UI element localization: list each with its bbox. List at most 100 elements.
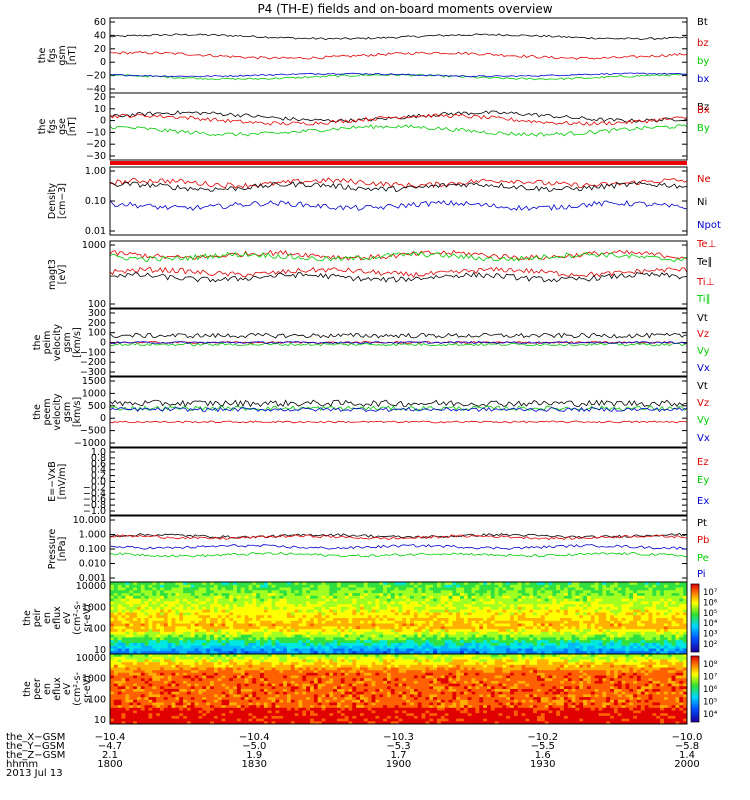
spectrogram-cell [302, 631, 307, 635]
spectrogram-cell [467, 645, 472, 649]
spectrogram-cell [210, 623, 215, 627]
spectrogram-cell [544, 642, 549, 647]
spectrogram-cell [467, 615, 472, 619]
spectrogram-cell [156, 637, 161, 641]
spectrogram-cell [306, 612, 311, 616]
spectrogram-cell [540, 598, 545, 602]
spectrogram-cell [121, 612, 126, 616]
spectrogram-cell [356, 606, 361, 611]
spectrogram-cell [294, 582, 299, 586]
legend-bz: bz [697, 38, 709, 49]
spectrogram-cell [463, 606, 469, 611]
spectrogram-cell [440, 582, 445, 586]
spectrogram-cell [433, 609, 438, 613]
spectrogram-cell [160, 587, 165, 591]
spectrogram-cell [421, 648, 426, 652]
spectrogram-cell [183, 675, 188, 679]
spectrogram-cell [179, 689, 184, 693]
spectrogram-cell [413, 651, 419, 655]
spectrogram-cell [167, 691, 172, 695]
spectrogram-cell [425, 612, 430, 616]
spectrogram-cell [390, 631, 395, 635]
spectrogram-cell [136, 590, 142, 594]
spectrogram-cell [671, 601, 676, 605]
spectrogram-cell [113, 662, 118, 666]
spectrogram-cell [498, 598, 503, 602]
spectrogram-cell [517, 590, 522, 594]
spectrogram-cell [456, 587, 461, 591]
spectrogram-cell [113, 699, 118, 703]
spectrogram-cell [617, 584, 622, 588]
spectrogram-cell [252, 623, 257, 627]
spectrogram-cell [348, 582, 353, 586]
spectrogram-cell [337, 615, 342, 619]
spectrogram-cell [679, 645, 684, 649]
spectrogram-cell [579, 615, 584, 619]
spectrogram-cell [186, 662, 192, 666]
spectrogram-cell [629, 615, 634, 619]
spectrogram-cell [210, 697, 215, 701]
spectrogram-cell [175, 645, 180, 649]
figure-title: P4 (TH-E) fields and on-board moments ov… [257, 2, 552, 16]
spectrogram-cell [121, 694, 126, 698]
spectrogram-cell [410, 637, 415, 641]
spectrogram-cell [260, 651, 265, 655]
spectrogram-cell [525, 620, 530, 624]
spectrogram-cell [490, 618, 495, 622]
spectrogram-cell [194, 680, 199, 684]
spectrogram-cell [175, 606, 180, 611]
spectrogram-cell [683, 584, 688, 588]
spectrogram-cell [675, 595, 680, 599]
spectrogram-cell [286, 637, 292, 641]
spectrogram-cell [610, 631, 615, 635]
spectrogram-cell [298, 637, 303, 641]
spectrogram-cell [390, 634, 395, 638]
spectrogram-cell [136, 593, 142, 597]
spectrogram-cell [210, 584, 215, 588]
spectrogram-cell [160, 710, 165, 714]
spectrogram-cell [156, 715, 161, 719]
spectrogram-cell [510, 618, 515, 622]
spectrogram-cell [598, 604, 603, 608]
spectrogram-cell [206, 631, 211, 635]
spectrogram-cell [594, 634, 599, 638]
spectrogram-cell [540, 606, 545, 611]
spectrogram-cell [186, 686, 192, 690]
spectrogram-cell [206, 615, 211, 619]
spectrogram-cell [390, 637, 395, 641]
spectrogram-cell [225, 609, 230, 613]
spectrogram-cell [194, 670, 199, 674]
spectrogram-cell [144, 615, 149, 619]
spectrogram-cell [617, 640, 622, 644]
spectrogram-cell [140, 637, 145, 641]
spectrogram-cell [556, 604, 561, 608]
spectrogram-cell [344, 634, 349, 638]
spectrogram-cell [163, 654, 169, 658]
spectrogram-cell [110, 686, 115, 690]
spectrogram-cell [152, 678, 157, 682]
spectrogram-cell [163, 683, 169, 687]
spectrogram-cell [317, 651, 322, 655]
spectrogram-cell [356, 595, 361, 599]
spectrogram-cell [117, 715, 122, 719]
spectrogram-cell [202, 612, 207, 616]
spectrogram-cell [271, 645, 276, 649]
spectrogram-cell [229, 590, 234, 594]
spectrogram-cell [590, 640, 595, 644]
spectrogram-cell [471, 598, 476, 602]
spectrogram-cell [186, 718, 192, 722]
spectrogram-cell [463, 618, 469, 622]
spectrogram-cell [540, 631, 545, 635]
spectrogram-cell [175, 612, 180, 616]
spectrogram-cell [186, 595, 192, 599]
spectrogram-cell [113, 710, 118, 714]
colorbar-tick-label: 10⁶ [703, 598, 718, 608]
spectrogram-cell [410, 629, 415, 633]
spectrogram-cell [194, 584, 199, 588]
spectrogram-cell [440, 634, 445, 638]
spectrogram-cell [186, 705, 192, 709]
spectrogram-cell [121, 705, 126, 709]
spectrogram-cell [448, 634, 453, 638]
spectrogram-cell [610, 587, 615, 591]
